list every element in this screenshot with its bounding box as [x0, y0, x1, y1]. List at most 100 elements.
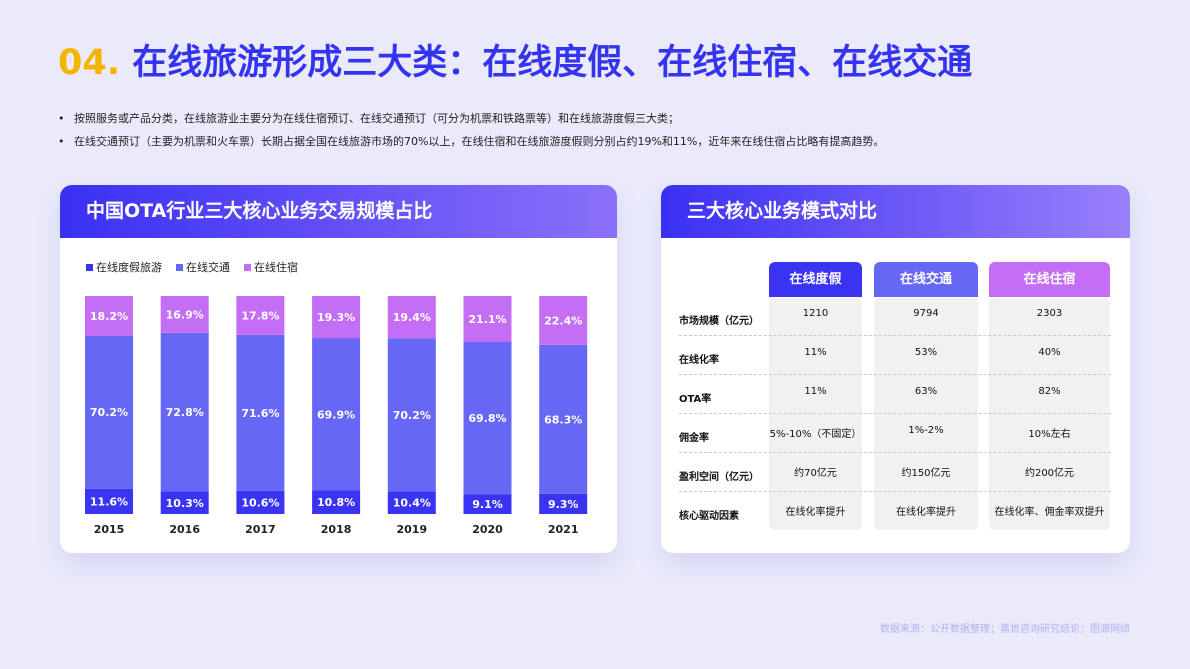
- row-label: 核心驱动因素: [679, 511, 739, 522]
- source-note: 数据来源：公开数据整理；嘉世咨询研究结论；图源网络: [880, 624, 1130, 635]
- legend-label: 在线度假旅游: [96, 260, 162, 274]
- cell: 10%左右: [1028, 429, 1071, 440]
- x-tick-label: 2018: [321, 523, 352, 536]
- bar-segment: [160, 491, 209, 514]
- section-number: 04.: [58, 43, 121, 83]
- x-tick-label: 2015: [94, 523, 125, 536]
- row-label: OTA率: [679, 394, 712, 405]
- column-header: 在线交通: [874, 262, 978, 297]
- cell: 在线化率、佣金率双提升: [994, 507, 1105, 518]
- row-divider: [679, 335, 1111, 336]
- cell: 11%: [804, 386, 827, 397]
- value-label: 10.6%: [241, 496, 279, 509]
- slide-title: 04. 在线旅游形成三大类：在线度假、在线住宿、在线交通: [58, 34, 972, 85]
- legend-swatch: [244, 264, 251, 271]
- cell: 在线化率提升: [785, 507, 846, 518]
- table-card: 三大核心业务模式对比 在线度假 在线交通 在线住宿市场规模（亿元） 1210 9794 2…: [661, 185, 1130, 553]
- row-divider: [679, 491, 1111, 492]
- bar-segment: [85, 296, 133, 336]
- cell: 约70亿元: [794, 468, 837, 479]
- bar-segment: [160, 296, 209, 333]
- bullet-text: 按照服务或产品分类，在线旅游业主要分为在线住宿预订、在线交通预订（可分为机票和铁…: [74, 112, 679, 125]
- bar-segment: [236, 334, 285, 491]
- legend-label: 在线住宿: [254, 260, 298, 274]
- table: 在线度假 在线交通 在线住宿市场规模（亿元） 1210 9794 2303 在线化率 11% 5…: [661, 238, 1130, 553]
- x-tick-label: 2020: [472, 523, 503, 536]
- column-bg: [989, 298, 1110, 530]
- bar-segment: [387, 491, 436, 514]
- cell: 在线化率提升: [896, 507, 956, 518]
- chart: 11.6% 70.2% 18.2% 2015 10.3% 72.8% 16.9% 2016 10…: [85, 260, 588, 536]
- row-label: 佣金率: [679, 433, 709, 444]
- bar-segment: [236, 296, 285, 335]
- title-text: 在线旅游形成三大类：在线度假、在线住宿、在线交通: [132, 43, 973, 83]
- table-title: 三大核心业务模式对比: [661, 185, 1130, 238]
- cell: 40%: [1038, 347, 1061, 358]
- bar-segment: [85, 335, 133, 489]
- value-label: 10.4%: [393, 497, 431, 510]
- value-label: 10.8%: [317, 496, 355, 509]
- legend-label: 在线交通: [186, 260, 230, 274]
- bar-segment: [539, 296, 588, 345]
- value-label: 72.8%: [166, 406, 204, 419]
- bar-segment: [312, 338, 361, 491]
- x-tick-label: 2016: [169, 523, 200, 536]
- value-label: 21.1%: [468, 313, 506, 326]
- value-label: 9.1%: [472, 498, 503, 511]
- value-label: 18.2%: [90, 310, 128, 323]
- cell: 82%: [1038, 386, 1061, 397]
- value-label: 9.3%: [548, 498, 579, 511]
- value-label: 69.9%: [317, 408, 355, 421]
- cell: 约150亿元: [901, 468, 951, 479]
- row-label: 市场规模（亿元）: [679, 316, 759, 327]
- bar-segment: [236, 490, 285, 514]
- bar-segment: [539, 344, 588, 494]
- bar-segment: [160, 332, 209, 492]
- legend-swatch: [86, 264, 93, 271]
- row-label: 在线化率: [679, 355, 719, 366]
- cell: 2303: [1036, 308, 1063, 319]
- value-label: 69.8%: [468, 412, 506, 425]
- value-label: 71.6%: [241, 407, 279, 420]
- bar-segment: [463, 341, 512, 495]
- bar-segment: [463, 494, 512, 514]
- cell: 1%-2%: [908, 425, 944, 436]
- value-label: 22.4%: [544, 314, 582, 327]
- column-bg: [874, 298, 978, 530]
- column-header: 在线住宿: [989, 262, 1110, 297]
- bar-segment: [463, 296, 512, 342]
- x-tick-label: 2017: [245, 523, 276, 536]
- cell: 63%: [914, 386, 938, 397]
- value-label: 19.4%: [393, 311, 431, 324]
- column-header: 在线度假: [769, 262, 862, 297]
- bullet-text: 在线交通预订（主要为机票和火车票）长期占据全国在线旅游市场的70%以上，在线住宿…: [74, 135, 885, 148]
- bar-segment: [85, 488, 133, 514]
- value-label: 10.3%: [166, 497, 204, 510]
- x-tick-label: 2019: [396, 523, 427, 536]
- bar-segment: [387, 338, 436, 492]
- cell: 1210: [802, 308, 829, 319]
- bar-segment: [312, 296, 361, 339]
- value-label: 17.8%: [241, 309, 279, 322]
- row-divider: [679, 452, 1111, 453]
- cell: 53%: [914, 347, 938, 358]
- value-label: 16.9%: [166, 308, 204, 321]
- row-divider: [679, 413, 1111, 414]
- cell: 9794: [913, 308, 939, 319]
- cell: 11%: [804, 347, 827, 358]
- bullet: • 在线交通预订（主要为机票和火车票）长期占据全国在线旅游市场的70%以上，在线住…: [58, 135, 885, 148]
- legend-swatch: [176, 264, 183, 271]
- chart-card: 中国OTA行业三大核心业务交易规模占比 11.6% 70.2% 18.2% 2015 1…: [60, 185, 617, 553]
- bar-segment: [539, 493, 588, 514]
- value-label: 70.2%: [393, 409, 431, 422]
- x-tick-label: 2021: [548, 523, 579, 536]
- row-divider: [679, 374, 1111, 375]
- bar-segment: [387, 296, 436, 339]
- bar-segment: [312, 490, 361, 514]
- value-label: 19.3%: [317, 311, 355, 324]
- bullet: • 按照服务或产品分类，在线旅游业主要分为在线住宿预订、在线交通预订（可分为机票和…: [58, 112, 679, 125]
- value-label: 70.2%: [90, 406, 128, 419]
- column-bg: [769, 298, 862, 530]
- chart-title: 中国OTA行业三大核心业务交易规模占比: [60, 185, 617, 238]
